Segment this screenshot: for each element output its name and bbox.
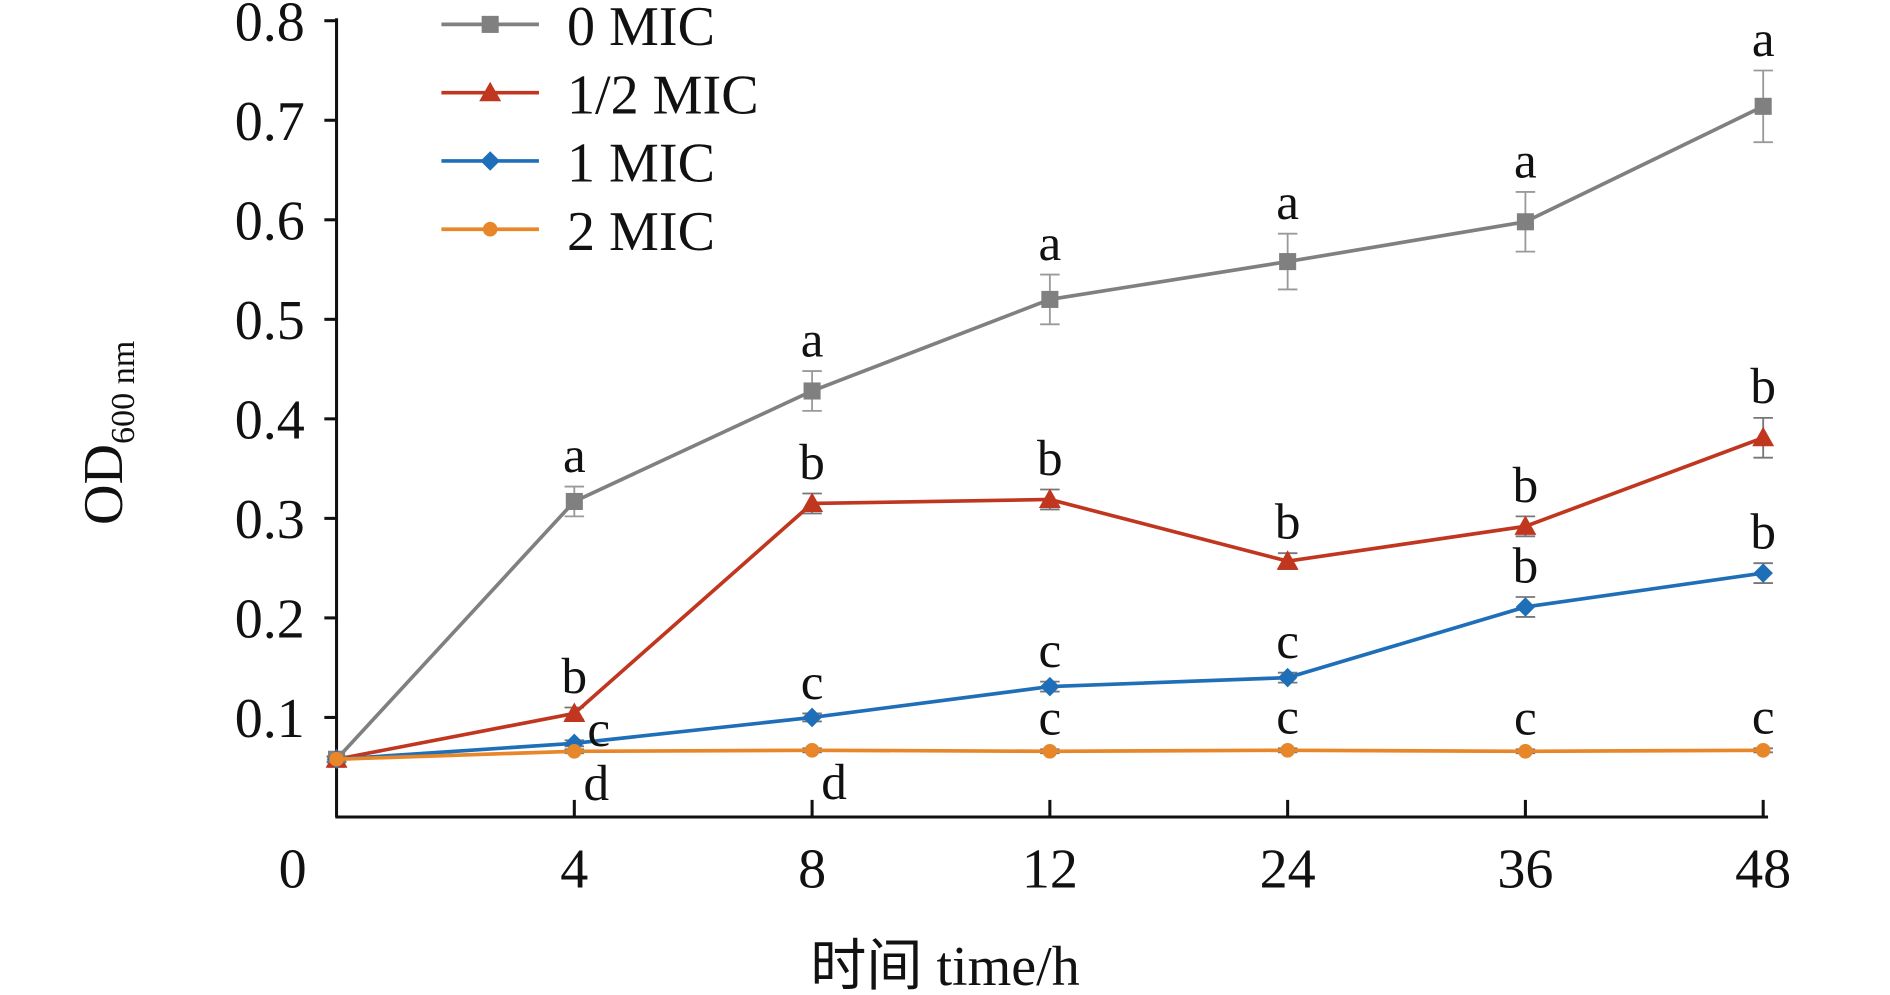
y-axis-label: OD600 nm [73, 340, 142, 525]
marker [1514, 515, 1537, 535]
marker [1042, 743, 1058, 759]
significance-letter: c [587, 701, 610, 758]
x-tick-label: 4 [560, 839, 588, 901]
x-tick-label: 36 [1497, 839, 1553, 901]
marker [803, 382, 821, 400]
marker [1752, 426, 1775, 447]
marker [1754, 97, 1772, 115]
y-tick-label: 0.1 [235, 688, 305, 750]
marker [329, 751, 344, 767]
marker [1040, 676, 1060, 697]
marker [1516, 213, 1534, 231]
marker [1755, 742, 1771, 758]
significance-letter: a [563, 427, 586, 484]
marker [567, 743, 582, 759]
significance-letter: a [801, 311, 824, 368]
marker [565, 492, 583, 510]
significance-letter: c [1752, 689, 1775, 746]
marker [480, 151, 500, 171]
x-tick-label: 48 [1735, 839, 1791, 901]
legend-label: 2 MIC [567, 201, 715, 263]
marker [1041, 290, 1059, 308]
significance-letter: b [1275, 494, 1301, 551]
marker [1515, 597, 1536, 617]
marker [482, 221, 498, 237]
y-tick-label: 0.3 [235, 489, 305, 551]
significance-letter: a [1276, 174, 1299, 231]
significance-letter: b [1513, 537, 1539, 594]
x-tick-label: 12 [1022, 839, 1078, 901]
marker [479, 81, 502, 102]
x-tick-label: 24 [1260, 839, 1316, 901]
y-axis-label-sub: 600 nm [105, 340, 142, 444]
marker [1280, 742, 1295, 758]
significance-letter: c [1038, 690, 1061, 747]
significance-letter: b [562, 648, 588, 705]
significance-letter: a [1752, 11, 1775, 68]
legend-label: 1/2 MIC [567, 64, 759, 126]
x-axis-label: 时间 time/h [810, 936, 1079, 995]
significance-letter: a [1038, 215, 1061, 272]
marker [1276, 550, 1299, 570]
y-tick-label: 0.4 [235, 389, 305, 451]
legend-label: 0 MIC [567, 0, 715, 58]
significance-letter: d [821, 754, 847, 811]
y-tick-label: 0.7 [235, 91, 305, 153]
marker [1279, 253, 1297, 271]
marker [802, 707, 822, 728]
significance-letter: c [1276, 689, 1299, 746]
marker [1038, 488, 1061, 509]
marker [801, 492, 824, 512]
x-tick-label: 0 [279, 839, 307, 901]
significance-letter: b [1750, 358, 1776, 415]
y-tick-label: 0.8 [235, 0, 305, 53]
significance-letter: a [1514, 132, 1537, 189]
marker [1753, 563, 1773, 583]
significance-letter: c [1038, 622, 1061, 679]
significance-letter: b [1750, 504, 1776, 561]
significance-letter: c [1514, 690, 1537, 747]
marker [804, 742, 820, 758]
marker [563, 702, 586, 722]
marker [1277, 667, 1298, 688]
marker [1518, 743, 1533, 759]
significance-letter: b [799, 434, 825, 491]
y-tick-label: 0.2 [235, 588, 305, 650]
significance-letter: c [1276, 613, 1299, 670]
legend-label: 1 MIC [567, 133, 715, 195]
significance-letter: b [1037, 430, 1063, 487]
significance-letter: b [1513, 457, 1539, 514]
x-tick-label: 8 [798, 839, 826, 901]
y-tick-label: 0.5 [235, 290, 305, 352]
significance-letter: d [583, 755, 609, 812]
y-axis-label-main: OD [73, 444, 135, 525]
marker [481, 15, 499, 33]
y-tick-label: 0.6 [235, 190, 305, 252]
significance-letter: c [801, 654, 824, 711]
